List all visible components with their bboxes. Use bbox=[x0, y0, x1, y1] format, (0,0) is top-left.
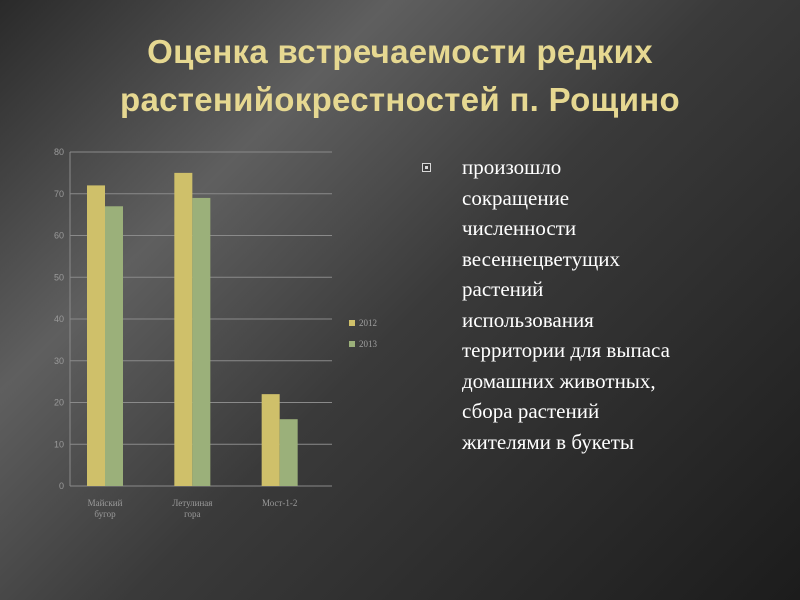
x-category-label: гора bbox=[184, 509, 200, 519]
slide-title-line-1: Оценка встречаемости редких bbox=[147, 33, 653, 70]
bullet-text-line: домашних животных, bbox=[462, 368, 656, 393]
x-category-label: Мост-1-2 bbox=[262, 498, 297, 508]
bar-chart: 0 10 20 30 40 50 60 70 80 Майский бугор Летулиная го… bbox=[30, 140, 410, 530]
y-tick-label: 40 bbox=[54, 314, 64, 324]
slide-title: Оценка встречаемости редких растенийокре… bbox=[0, 28, 800, 124]
y-tick-label: 10 bbox=[54, 439, 64, 449]
bar-2012 bbox=[87, 185, 105, 486]
bullet-item: произошло сокращение численности весеннецве… bbox=[420, 152, 780, 457]
y-tick-label: 30 bbox=[54, 356, 64, 366]
legend-label: 2013 bbox=[359, 339, 378, 349]
bar-2012 bbox=[261, 394, 280, 486]
bullet-text-line: сбора растений bbox=[462, 399, 600, 423]
bullet-text-line: использования bbox=[462, 307, 594, 332]
slide-title-line-2: растенийокрестностей п. Рощино bbox=[120, 81, 680, 118]
y-tick-label: 50 bbox=[54, 272, 64, 282]
bullet-text-line: жителями в букеты bbox=[462, 429, 634, 454]
x-category-label: Майский bbox=[88, 498, 123, 508]
bar-2013 bbox=[105, 206, 123, 486]
y-tick-label: 20 bbox=[54, 398, 64, 408]
legend-swatch-2013 bbox=[349, 341, 355, 347]
bullet-text-line: растений bbox=[462, 277, 544, 301]
bullet-text-line: произошло bbox=[462, 155, 562, 179]
y-tick-label: 0 bbox=[59, 481, 64, 491]
bullet-text-line: сокращение bbox=[462, 185, 570, 210]
y-tick-label: 70 bbox=[54, 189, 64, 199]
bullet-text-line: численности bbox=[462, 216, 577, 240]
legend-label: 2012 bbox=[359, 318, 377, 328]
bullet-text-line: весеннецветущих bbox=[462, 246, 620, 271]
bar-2013 bbox=[192, 197, 211, 487]
bar-2012 bbox=[174, 172, 193, 486]
bar-2013 bbox=[279, 419, 298, 486]
bullet-text: произошло сокращение численности весеннецве… bbox=[462, 152, 780, 457]
y-tick-label: 60 bbox=[54, 231, 64, 241]
square-bullet-icon bbox=[422, 163, 431, 172]
x-category-label: бугор bbox=[94, 509, 116, 519]
x-category-label: Летулиная bbox=[172, 498, 212, 508]
y-tick-label: 80 bbox=[54, 147, 64, 157]
legend-swatch-2012 bbox=[349, 320, 355, 326]
bullet-text-line: территории для выпаса bbox=[462, 338, 670, 362]
